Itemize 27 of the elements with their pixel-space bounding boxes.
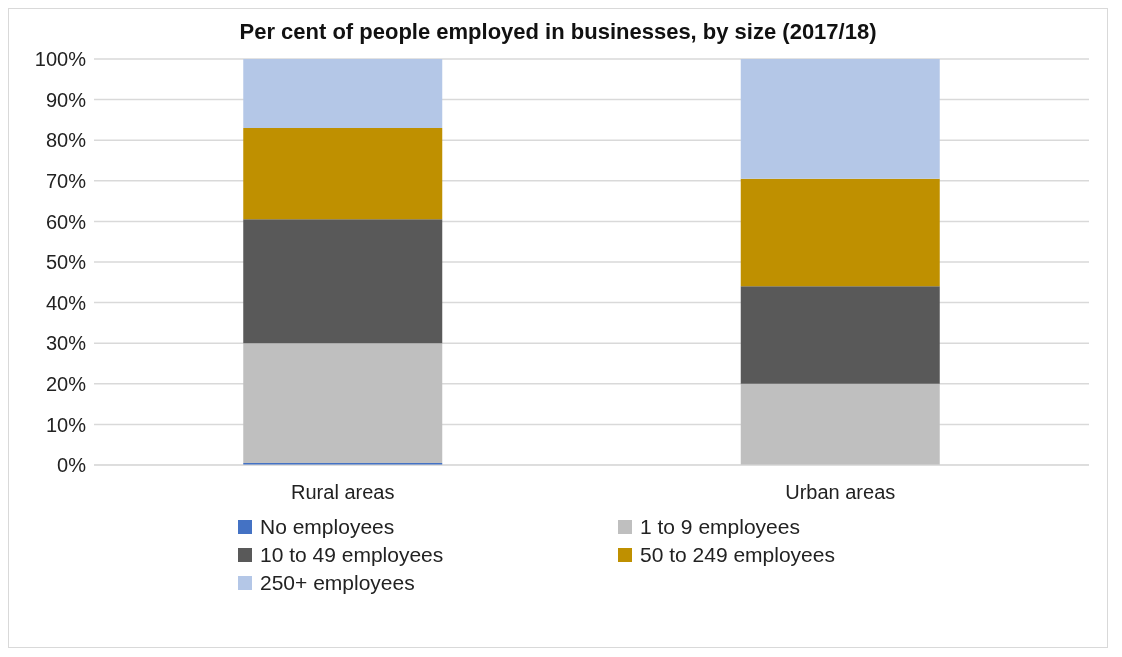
bar [243,219,443,344]
legend-label: 50 to 249 employees [640,543,835,567]
y-tick-label: 90% [45,88,87,111]
y-tick-label: 60% [45,210,87,233]
bar [740,178,940,287]
legend-label: No employees [260,515,395,539]
y-tick-label: 80% [45,129,87,152]
y-tick-label: 50% [45,251,87,274]
y-tick-label: 70% [45,169,87,192]
bar [243,59,443,129]
bar [740,59,940,179]
bar [740,383,940,465]
legend-label: 10 to 49 employees [260,543,444,567]
y-tick-label: 100% [34,48,87,71]
bar [243,128,443,220]
bar [740,286,940,384]
chart-title: Per cent of people employed in businesses, by size (2017/18) [238,19,878,45]
legend-label: 1 to 9 employees [640,515,800,539]
y-tick-label: 20% [45,372,87,395]
legend-label: 250+ employees [260,571,415,595]
x-tick-label: Urban areas [785,481,896,504]
y-tick-label: 30% [45,332,87,355]
x-tick-label: Rural areas [291,481,395,504]
y-tick-label: 10% [45,413,87,436]
y-tick-label: 0% [57,454,87,477]
y-tick-label: 40% [45,291,87,314]
bar [243,343,443,463]
